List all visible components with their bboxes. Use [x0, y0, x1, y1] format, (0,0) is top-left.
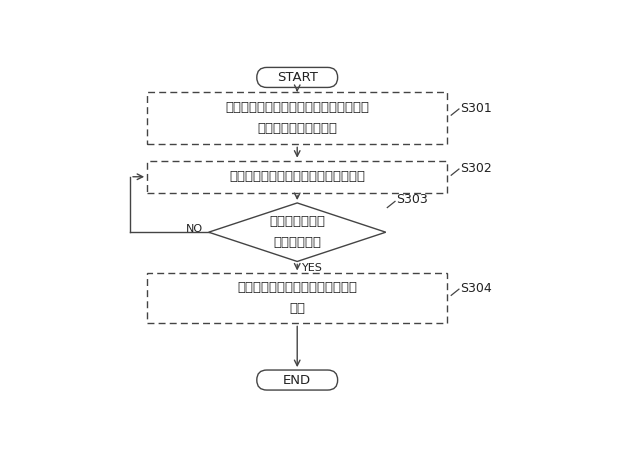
Text: 無線端末のためのベアラの設定の要求を
第２の無線局から受信: 無線端末のためのベアラの設定の要求を 第２の無線局から受信	[225, 101, 369, 135]
Text: YES: YES	[302, 263, 323, 273]
Text: ベアラ設定情報を第２の無線局に送信: ベアラ設定情報を第２の無線局に送信	[230, 170, 365, 183]
Text: 無線端末のためのベアラの設定を
更新: 無線端末のためのベアラの設定を 更新	[237, 281, 357, 315]
Text: ベアラの設定の
確認を受信？: ベアラの設定の 確認を受信？	[269, 215, 325, 249]
Text: START: START	[277, 71, 318, 84]
Text: S302: S302	[460, 162, 492, 175]
Bar	[147, 92, 447, 144]
Text: S304: S304	[460, 282, 492, 295]
Bar	[147, 160, 447, 193]
Bar	[147, 273, 447, 323]
FancyBboxPatch shape	[257, 67, 338, 87]
Text: S301: S301	[460, 102, 492, 115]
FancyBboxPatch shape	[257, 370, 338, 390]
Text: S303: S303	[397, 194, 429, 206]
Polygon shape	[208, 203, 386, 261]
Text: NO: NO	[185, 224, 203, 234]
Text: END: END	[283, 373, 311, 387]
